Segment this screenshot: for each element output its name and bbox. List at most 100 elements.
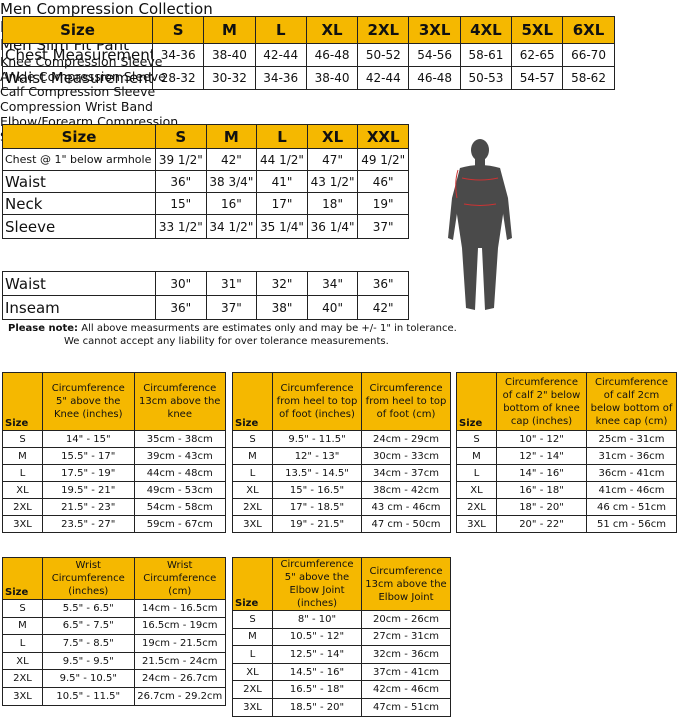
cell: 16.5cm - 19cm [133, 616, 226, 636]
data-row: Sleeve 33 1/2" 34 1/2" 35 1/4" 36 1/4" 37" [2, 214, 409, 239]
table-body: Waist 30" 31" 32" 34" 36" Inseam 36" 37" 38" 40" 42… [2, 271, 409, 320]
cell: 28-32 [151, 66, 205, 90]
data-row: 2XL 21.5" - 23" 54cm - 58cm [2, 498, 226, 516]
data-row: Waist 30" 31" 32" 34" 36" [2, 271, 409, 296]
cell: 18" - 20" [496, 498, 587, 516]
header-cell: XL [306, 124, 359, 149]
data-row: 2XL 9.5" - 10.5" 24cm - 26.7cm [2, 669, 226, 688]
cell: 10.5" - 12" [272, 627, 362, 647]
size-table: Size Circumference 5" above the Knee (inc… [2, 372, 226, 533]
cell: 2XL [232, 498, 273, 516]
cell: 31" [205, 271, 258, 296]
cell: XL [232, 481, 273, 499]
header-row: Size Circumference 5" above the Elbow Joi… [232, 557, 451, 611]
header-cell: XL [305, 16, 359, 44]
size-table: Size Wrist Circumference (inches) Wrist Ci… [2, 557, 226, 706]
cell: 17" [256, 192, 308, 215]
cell: 32cm - 36cm [361, 645, 451, 664]
cell: 15" [155, 192, 207, 215]
header-cell: Circumference 5" above the Knee (inches) [42, 372, 135, 431]
size-table: Size Circumference of calf 2" below botto… [456, 372, 677, 533]
cell: 12" - 13" [272, 447, 362, 465]
cell: XL [232, 662, 273, 682]
cell: 38" [256, 295, 308, 320]
header-cell: M [203, 16, 256, 44]
cell: 54cm - 58cm [133, 498, 226, 516]
header-row: Size Circumference from heel to top of fo… [232, 372, 451, 431]
cell: 42" [205, 148, 258, 171]
cell: 36" [155, 170, 207, 193]
data-row: 2XL 16.5" - 18" 42cm - 46cm [232, 680, 451, 699]
cell: 38-40 [305, 66, 359, 90]
cell: M [2, 616, 43, 636]
header-cell: Wrist Circumference (cm) [133, 557, 226, 600]
header-cell: Circumference from heel to top of foot (… [361, 372, 451, 431]
size-table: Size Circumference from heel to top of fo… [232, 372, 451, 533]
data-row: 3XL 19" - 21.5" 47 cm - 50cm [232, 515, 451, 533]
cell: 42cm - 46cm [361, 680, 451, 699]
data-row: XL 14.5" - 16" 37cm - 41cm [232, 662, 451, 682]
cell: 21.5" - 23" [42, 498, 135, 516]
cell: Neck [2, 192, 156, 215]
header-cell: M [205, 124, 258, 149]
cell: 33 1/2" [155, 214, 207, 239]
cell: 39cm - 43cm [133, 447, 226, 465]
data-row: M 12" - 14" 31cm - 36cm [456, 447, 677, 465]
cell: 16" [205, 192, 258, 215]
cell: 46" [357, 170, 409, 193]
cell: S [232, 430, 273, 448]
cell: Waist [2, 170, 156, 193]
header-cell: Size [2, 372, 43, 431]
cell: 34-36 [254, 66, 307, 90]
cell: S [2, 430, 43, 448]
cell: 66-70 [562, 43, 615, 67]
header-cell: Circumference 5" above the Elbow Joint (… [272, 557, 362, 611]
cell: XL [2, 651, 43, 671]
table-body: Size Circumference from heel to top of fo… [232, 372, 451, 533]
data-row: XL 19.5" - 21" 49cm - 53cm [2, 481, 226, 499]
cell: 34 1/2" [205, 214, 258, 239]
cell: L [456, 464, 497, 482]
cell: 39 1/2" [155, 148, 207, 171]
header-cell: 5XL [511, 16, 564, 44]
cell: 19" [357, 192, 409, 215]
header-cell: 6XL [562, 16, 615, 44]
cell: Waist [2, 271, 156, 296]
cell: 18.5" - 20" [272, 697, 362, 717]
data-row: S 8" - 10" 20cm - 26cm [232, 610, 451, 629]
cell: 40" [306, 295, 359, 320]
cell: 14cm - 16.5cm [133, 599, 226, 618]
header-cell: Circumference 13cm above the Elbow Joint [361, 557, 451, 611]
cell: 38-40 [203, 43, 256, 67]
cell: 8" - 10" [272, 610, 362, 629]
cell: 27cm - 31cm [361, 627, 451, 647]
cell: 16.5" - 18" [272, 680, 362, 699]
cell: 19.5" - 21" [42, 481, 135, 499]
cell: 47 cm - 50cm [361, 515, 451, 533]
cell: Chest @ 1" below armhole [2, 148, 156, 171]
cell: S [2, 599, 43, 618]
cell: 30cm - 33cm [361, 447, 451, 465]
cell: M [232, 627, 273, 647]
header-cell: S [155, 124, 207, 149]
data-row: M 12" - 13" 30cm - 33cm [232, 447, 451, 465]
cell: 51 cm - 56cm [586, 515, 677, 533]
cell: 54-57 [511, 66, 564, 90]
cell: 42" [357, 295, 409, 320]
header-cell: Size [2, 124, 156, 149]
data-row: L 14" - 16" 36cm - 41cm [456, 464, 677, 482]
cell: 30-32 [203, 66, 256, 90]
data-row: 3XL 18.5" - 20" 47cm - 51cm [232, 697, 451, 717]
note-line: We cannot accept any liability for over … [64, 336, 389, 347]
cell: 50-53 [459, 66, 513, 90]
cell: 46 cm - 51cm [586, 498, 677, 516]
cell: 19cm - 21.5cm [133, 634, 226, 653]
header-cell: L [256, 124, 308, 149]
header-row: Size Wrist Circumference (inches) Wrist Ci… [2, 557, 226, 600]
cell: 25cm - 31cm [586, 430, 677, 448]
cell: 30" [155, 271, 207, 296]
figure-silhouette [448, 139, 512, 310]
data-row: 2XL 17" - 18.5" 43 cm - 46cm [232, 498, 451, 516]
cell: 3XL [2, 686, 43, 706]
header-cell: L [254, 16, 307, 44]
